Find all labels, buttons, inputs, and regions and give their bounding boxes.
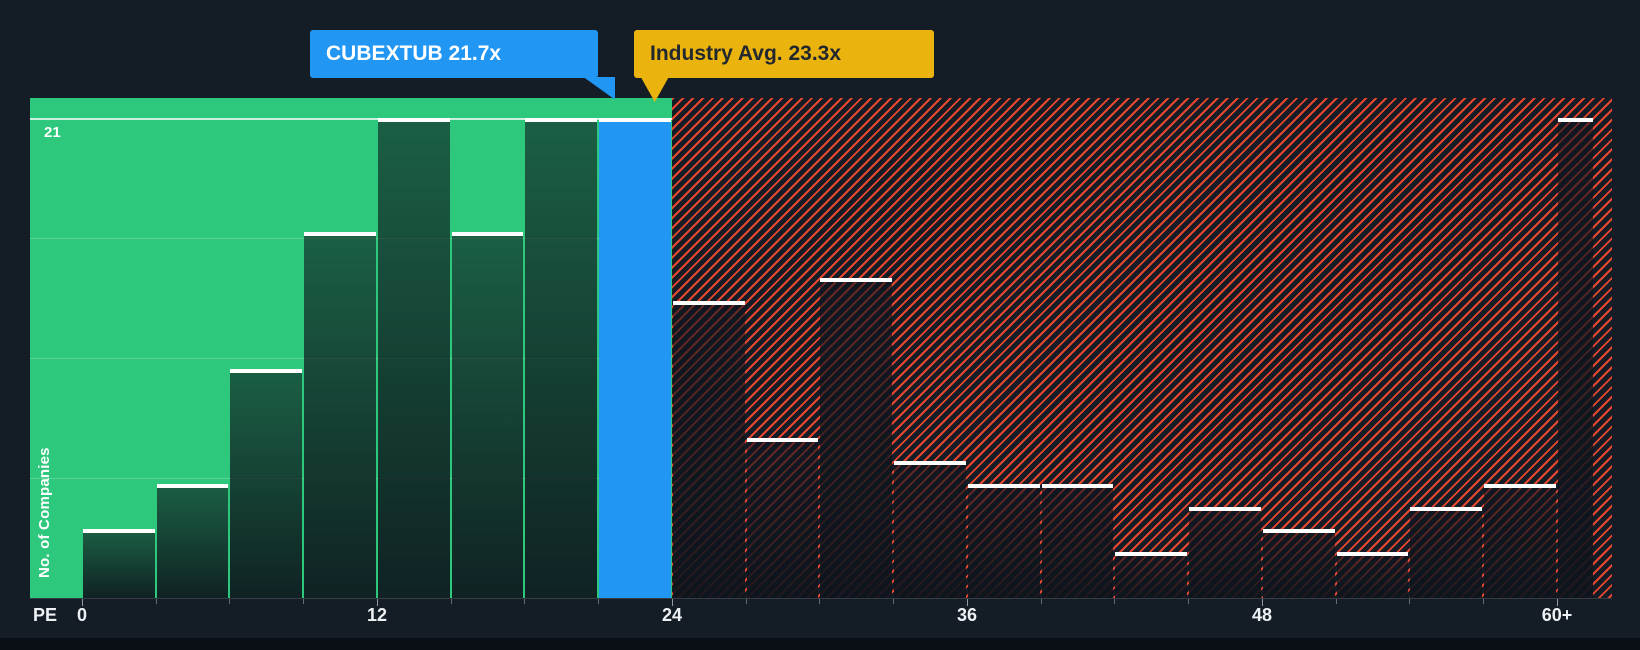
bar-value-cap	[746, 438, 819, 442]
histogram-bar[interactable]	[451, 232, 524, 598]
histogram-bar[interactable]	[1115, 552, 1188, 598]
x-axis-tick	[1188, 599, 1190, 604]
bar-value-cap	[1041, 483, 1114, 488]
company-callout-label: CUBEXTUB 21.7x	[326, 42, 502, 65]
bar-value-cap	[1115, 552, 1188, 557]
bar-value-cap	[1410, 506, 1483, 511]
x-tick-label: 60+	[1541, 605, 1573, 625]
x-axis-tick	[1040, 599, 1042, 604]
histogram-bar[interactable]	[1189, 506, 1261, 598]
company-bar[interactable]	[599, 118, 671, 598]
x-axis-tick	[966, 599, 968, 606]
histogram-bar[interactable]	[377, 118, 450, 598]
bar-value-cap	[894, 460, 966, 465]
histogram-bar[interactable]	[1041, 483, 1114, 598]
bar-value-cap	[451, 232, 524, 237]
x-tick-label: 12	[366, 605, 387, 625]
x-axis-tick	[229, 599, 231, 604]
histogram-bar[interactable]	[967, 483, 1040, 598]
bar-value-cap	[1189, 506, 1261, 511]
industry-callout[interactable]: Industry Avg. 23.3x	[634, 30, 934, 78]
histogram-bar[interactable]	[1484, 483, 1556, 598]
x-axis-tick	[524, 599, 526, 604]
bar-value-cap	[1557, 118, 1593, 122]
bottom-strip	[0, 638, 1640, 650]
x-tick-label: 36	[956, 605, 977, 625]
histogram-bar[interactable]	[672, 300, 745, 598]
x-tick-label: 48	[1251, 605, 1272, 625]
bar-value-cap	[1336, 552, 1409, 557]
x-axis-tick	[745, 599, 747, 604]
x-axis-line	[30, 598, 1612, 599]
x-axis-tick	[155, 599, 157, 604]
histogram-bar[interactable]	[1410, 506, 1483, 598]
bar-value-cap	[1484, 483, 1556, 488]
x-axis-tick	[303, 599, 305, 604]
bar-value-cap	[967, 483, 1040, 488]
histogram-bar[interactable]	[156, 483, 229, 598]
histogram-bar[interactable]	[1336, 552, 1409, 598]
x-tick-label: 0	[76, 605, 88, 625]
histogram-bar[interactable]	[820, 278, 893, 598]
bar-value-cap	[156, 483, 229, 488]
bar-value-cap	[1262, 529, 1335, 534]
bar-value-cap	[820, 278, 893, 282]
x-axis-tick	[82, 599, 83, 606]
histogram-bar[interactable]	[525, 118, 598, 598]
bar-value-cap	[304, 232, 376, 237]
bar-value-cap	[83, 529, 155, 534]
histogram-bar[interactable]	[83, 529, 155, 598]
histogram-bar[interactable]	[1557, 118, 1593, 598]
bar-value-cap	[377, 118, 450, 122]
y-max-label: 21	[44, 124, 61, 141]
x-axis-tick	[450, 599, 452, 604]
x-axis-tick	[1483, 599, 1485, 604]
histogram-bar[interactable]	[1262, 529, 1335, 598]
company-callout[interactable]: CUBEXTUB 21.7x	[310, 30, 598, 78]
x-tick-label: 24	[661, 605, 682, 625]
bar-value-cap	[672, 300, 745, 305]
histogram-bar[interactable]	[230, 369, 303, 598]
industry-callout-label: Industry Avg. 23.3x	[650, 42, 842, 65]
bar-value-cap	[525, 118, 598, 122]
x-axis-tick	[1556, 599, 1558, 606]
x-axis-tick	[1114, 599, 1116, 604]
histogram-bar[interactable]	[304, 232, 376, 598]
x-axis-tick	[598, 599, 600, 604]
y-axis-title: No. of Companies	[36, 447, 53, 578]
x-axis-tick	[1335, 599, 1337, 604]
x-axis-title: PE	[33, 605, 58, 625]
x-axis-tick	[893, 599, 895, 604]
company-callout-pointer	[583, 77, 616, 100]
histogram-bar[interactable]	[894, 460, 966, 598]
x-axis-tick	[1261, 599, 1263, 606]
bar-value-cap	[599, 118, 671, 122]
bar-value-cap	[230, 369, 303, 374]
y-gridline	[30, 118, 672, 120]
histogram-bar[interactable]	[746, 438, 819, 598]
x-axis-tick	[671, 599, 673, 606]
x-axis-tick	[819, 599, 821, 604]
x-axis-tick	[376, 599, 378, 606]
x-axis-tick	[1409, 599, 1411, 604]
